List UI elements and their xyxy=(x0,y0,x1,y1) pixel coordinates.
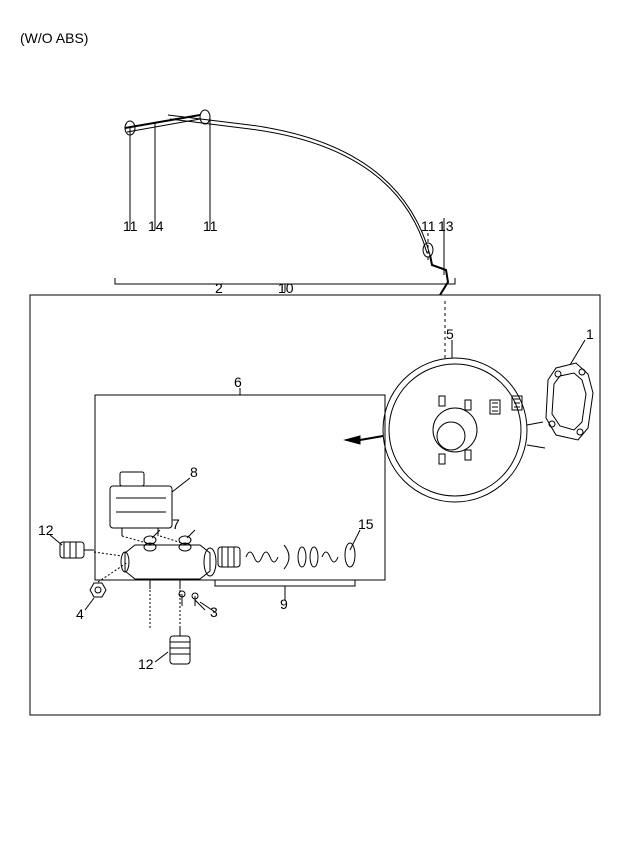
label-11b: 11 xyxy=(203,218,218,234)
label-11a: 11 xyxy=(123,218,138,234)
valve-12-bottom xyxy=(170,628,190,664)
reservoir xyxy=(110,472,172,536)
label-1: 1 xyxy=(586,326,594,342)
clamp-11b xyxy=(200,110,210,124)
diagram-svg xyxy=(0,0,620,848)
label-13: 13 xyxy=(438,218,454,234)
label-14: 14 xyxy=(148,218,164,234)
master-cylinder xyxy=(121,543,216,589)
valve-12-left xyxy=(60,542,94,558)
diagram-container: (W/O ABS) xyxy=(0,0,620,848)
label-10: 10 xyxy=(278,280,294,296)
booster xyxy=(345,358,545,502)
vacuum-hose-long xyxy=(168,115,430,255)
label-2: 2 xyxy=(215,280,223,296)
clip-bracket xyxy=(430,255,448,295)
label-12b: 12 xyxy=(138,656,154,672)
label-3: 3 xyxy=(210,604,218,620)
label-4: 4 xyxy=(76,606,84,622)
nut-4 xyxy=(90,583,106,597)
washer-15 xyxy=(345,543,355,567)
piston-assy xyxy=(218,543,355,569)
label-12a: 12 xyxy=(38,522,54,538)
label-9: 9 xyxy=(280,596,288,612)
label-7: 7 xyxy=(172,516,180,532)
label-15: 15 xyxy=(358,516,374,532)
outer-frame xyxy=(30,295,600,715)
label-6: 6 xyxy=(234,374,242,390)
gasket xyxy=(546,363,593,440)
label-5: 5 xyxy=(446,326,454,342)
label-8: 8 xyxy=(190,464,198,480)
label-11c: 11 xyxy=(421,218,436,234)
